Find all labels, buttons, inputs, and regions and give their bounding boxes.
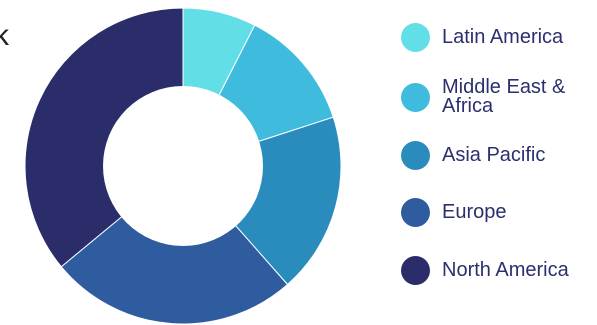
- legend-label-middle-east-africa: Middle East & Africa: [442, 76, 566, 117]
- slice-north-america: [24, 7, 184, 268]
- donut-hole: [103, 86, 263, 246]
- legend-swatch-asia-pacific: [401, 141, 430, 170]
- legend-label-asia-pacific: Asia Pacific: [442, 144, 546, 166]
- legend-label-europe: Europe: [442, 201, 507, 223]
- legend-item-europe: Europe: [401, 198, 597, 227]
- legend-swatch-north-america: [401, 256, 430, 285]
- legend-label-north-america: North America: [442, 259, 569, 281]
- legend-swatch-europe: [401, 198, 430, 227]
- chart-legend: Latin America Middle East & Africa Asia …: [401, 0, 597, 325]
- legend-label-latin-america: Latin America: [442, 26, 564, 48]
- legend-swatch-middle-east-africa: [401, 82, 430, 112]
- legend-item-north-america: North America: [401, 256, 597, 285]
- legend-item-middle-east-africa: Middle East & Africa: [401, 76, 597, 117]
- legend-item-asia-pacific: Asia Pacific: [401, 141, 597, 170]
- legend-item-latin-america: Latin America: [401, 23, 597, 52]
- partial-title-glyph: k: [0, 19, 9, 52]
- legend-swatch-latin-america: [401, 23, 430, 52]
